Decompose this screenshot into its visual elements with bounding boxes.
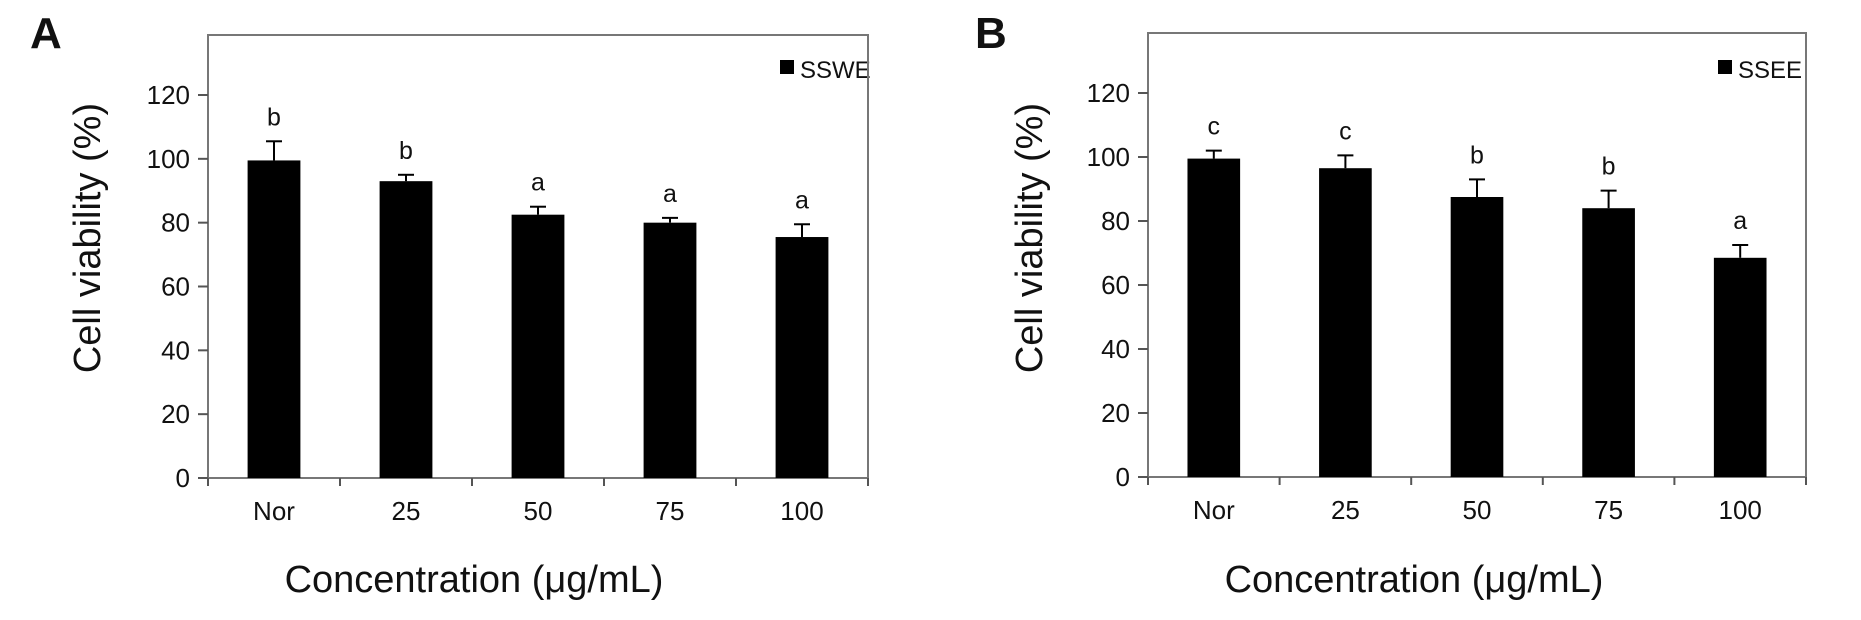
y-tick-label-b: 40 — [1101, 334, 1130, 364]
y-tick-label-b: 100 — [1087, 142, 1130, 172]
bar-b — [1582, 208, 1635, 477]
y-tick-label-b: 80 — [1101, 206, 1130, 236]
legend-label-b: SSEE — [1738, 57, 1802, 84]
x-tick-label-b: 25 — [1331, 495, 1360, 525]
x-tick-label-b: Nor — [1193, 495, 1235, 525]
significance-label-a: b — [399, 137, 413, 165]
y-tick-label-b: 120 — [1087, 78, 1130, 108]
x-tick-label-b: 50 — [1463, 495, 1492, 525]
significance-label-b: a — [1733, 207, 1747, 235]
y-tick-label-b: 0 — [1116, 462, 1130, 492]
significance-label-b: c — [1208, 113, 1221, 141]
chart-panel-a: A Cell viability (%) Concentration (μg/m… — [30, 9, 871, 601]
x-tick-label-a: 25 — [392, 496, 421, 526]
x-axis-label-b: Concentration (μg/mL) — [1225, 559, 1604, 601]
significance-label-b: c — [1339, 117, 1352, 145]
x-axis-label-a: Concentration (μg/mL) — [285, 559, 664, 601]
significance-label-a: a — [795, 186, 809, 214]
x-tick-label-b: 100 — [1719, 495, 1762, 525]
legend-swatch-b — [1718, 60, 1732, 74]
y-tick-label-b: 60 — [1101, 270, 1130, 300]
bar-a — [643, 222, 697, 478]
y-axis-label-b: Cell viability (%) — [1009, 103, 1051, 373]
bar-b — [1713, 257, 1767, 477]
legend-label-a: SSWE — [800, 57, 871, 84]
x-tick-label-a: 100 — [780, 496, 823, 526]
bar-b — [1187, 158, 1241, 477]
chart-panel-b: B Cell viability (%) Concentration (μg/m… — [975, 9, 1807, 601]
bar-a — [247, 160, 301, 478]
panel-letter-a: A — [30, 9, 62, 58]
bar-b — [1450, 197, 1504, 477]
y-tick-label-a: 40 — [161, 335, 190, 365]
significance-label-b: b — [1470, 141, 1484, 169]
significance-label-b: b — [1602, 153, 1616, 181]
panel-letter-b: B — [975, 9, 1007, 58]
y-tick-label-b: 20 — [1101, 398, 1130, 428]
bar-a — [775, 237, 829, 478]
y-tick-label-a: 80 — [161, 208, 190, 238]
bar-a — [379, 181, 433, 479]
y-tick-label-a: 60 — [161, 272, 190, 302]
x-tick-label-b: 75 — [1594, 495, 1623, 525]
y-tick-label-a: 20 — [161, 399, 190, 429]
bar-b — [1319, 168, 1372, 477]
x-tick-label-a: 75 — [656, 496, 685, 526]
y-tick-label-a: 0 — [176, 463, 190, 493]
legend-swatch-a — [780, 60, 794, 74]
y-axis-label-a: Cell viability (%) — [67, 103, 109, 373]
y-tick-label-a: 120 — [147, 80, 190, 110]
x-tick-label-a: 50 — [524, 496, 553, 526]
bar-a — [511, 214, 565, 478]
significance-label-a: a — [663, 180, 677, 208]
significance-label-a: b — [267, 103, 281, 131]
x-tick-label-a: Nor — [253, 496, 295, 526]
significance-label-a: a — [531, 169, 545, 197]
y-tick-label-a: 100 — [147, 144, 190, 174]
